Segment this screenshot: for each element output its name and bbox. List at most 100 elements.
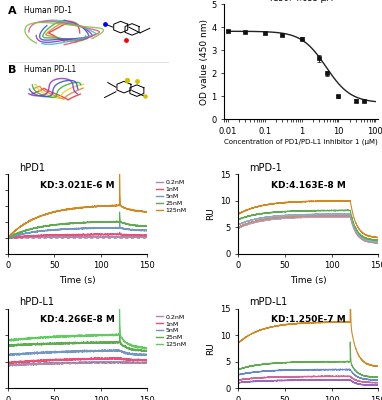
0.2nM [304, 215, 309, 220]
5nM [236, 372, 241, 377]
Line: 1nM: 1nM [238, 376, 378, 383]
1nM [13, 360, 17, 365]
5nM [375, 240, 380, 244]
25nM [141, 224, 146, 228]
0.2nM [372, 240, 377, 245]
25nM [243, 365, 248, 370]
125nM [145, 346, 150, 350]
Text: KD:3.021E-6 M: KD:3.021E-6 M [40, 181, 115, 190]
Text: hPD1: hPD1 [19, 163, 45, 173]
25nM [346, 208, 351, 213]
Text: B: B [8, 65, 16, 75]
1nM [141, 358, 146, 363]
125nM [375, 364, 380, 369]
5nM [376, 239, 380, 244]
1nM [70, 357, 74, 362]
5nM [346, 367, 351, 372]
0.2nM [73, 235, 78, 240]
25nM [372, 374, 377, 379]
125nM [346, 199, 351, 204]
1nM [145, 234, 150, 238]
0.2nM [145, 360, 150, 365]
1nM [145, 358, 150, 363]
25nM [145, 224, 150, 229]
5nM [145, 228, 150, 232]
5nM [13, 233, 17, 238]
1nM [13, 235, 17, 240]
1nM [376, 241, 380, 246]
0.2nM [346, 214, 351, 219]
1nM [236, 225, 241, 230]
25nM [73, 340, 78, 344]
1nM [5, 360, 10, 365]
1nM [300, 214, 305, 219]
125nM [141, 209, 146, 214]
1nM [346, 214, 351, 218]
125nM [141, 346, 146, 350]
25nM [236, 217, 241, 222]
125nM [372, 235, 377, 240]
125nM [243, 335, 248, 340]
25nM [5, 236, 10, 240]
1nM [115, 232, 120, 237]
Point [123, 37, 129, 43]
Text: Human PD-1: Human PD-1 [24, 6, 72, 15]
125nM [115, 333, 120, 338]
125nM [376, 364, 380, 369]
25nM [141, 224, 146, 228]
125nM [348, 267, 353, 272]
1nM [372, 240, 377, 245]
25nM [372, 237, 377, 242]
25nM [145, 349, 150, 354]
Line: 1nM: 1nM [238, 215, 378, 243]
5nM [300, 367, 305, 372]
25nM [346, 359, 351, 364]
1nM [300, 374, 305, 379]
25nM [13, 342, 17, 347]
125nM [372, 235, 376, 240]
5nM [243, 220, 248, 224]
0.2nM [376, 241, 380, 246]
5nM [117, 219, 122, 224]
25nM [13, 232, 17, 237]
5nM [141, 228, 146, 232]
125nM [73, 333, 78, 338]
0.2nM [330, 377, 335, 382]
1nM [304, 374, 309, 379]
125nM [5, 338, 10, 343]
5nM [5, 353, 10, 358]
125nM [6, 236, 10, 240]
25nM [73, 220, 78, 225]
0.2nM [120, 359, 124, 364]
1nM [372, 240, 376, 245]
25nM [304, 208, 309, 213]
1nM [5, 236, 10, 240]
125nM [300, 199, 305, 204]
5nM [73, 350, 78, 354]
Title: PD1/PD-L1 inhibitor 1
IC50: 4.655 μM: PD1/PD-L1 inhibitor 1 IC50: 4.655 μM [256, 0, 346, 3]
1nM [117, 230, 122, 235]
125nM [372, 364, 377, 368]
125nM [304, 320, 309, 325]
25nM [117, 210, 122, 214]
25nM [141, 348, 146, 353]
Text: mPD-L1: mPD-L1 [249, 297, 288, 307]
Text: Human PD-L1: Human PD-L1 [24, 65, 76, 74]
25nM [117, 324, 122, 329]
5nM [145, 352, 150, 357]
25nM [70, 221, 74, 226]
125nM [73, 206, 78, 210]
125nM [117, 306, 122, 311]
Line: 25nM: 25nM [8, 212, 147, 238]
25nM [304, 359, 309, 364]
5nM [304, 212, 309, 217]
0.2nM [141, 361, 146, 366]
1nM [372, 380, 376, 385]
0.2nM [372, 383, 377, 388]
0.2nM [300, 215, 305, 220]
5nM [243, 371, 248, 376]
Text: KD:4.266E-8 M: KD:4.266E-8 M [40, 315, 115, 324]
5nM [115, 348, 120, 353]
125nM [304, 199, 309, 204]
Text: A: A [8, 6, 16, 16]
